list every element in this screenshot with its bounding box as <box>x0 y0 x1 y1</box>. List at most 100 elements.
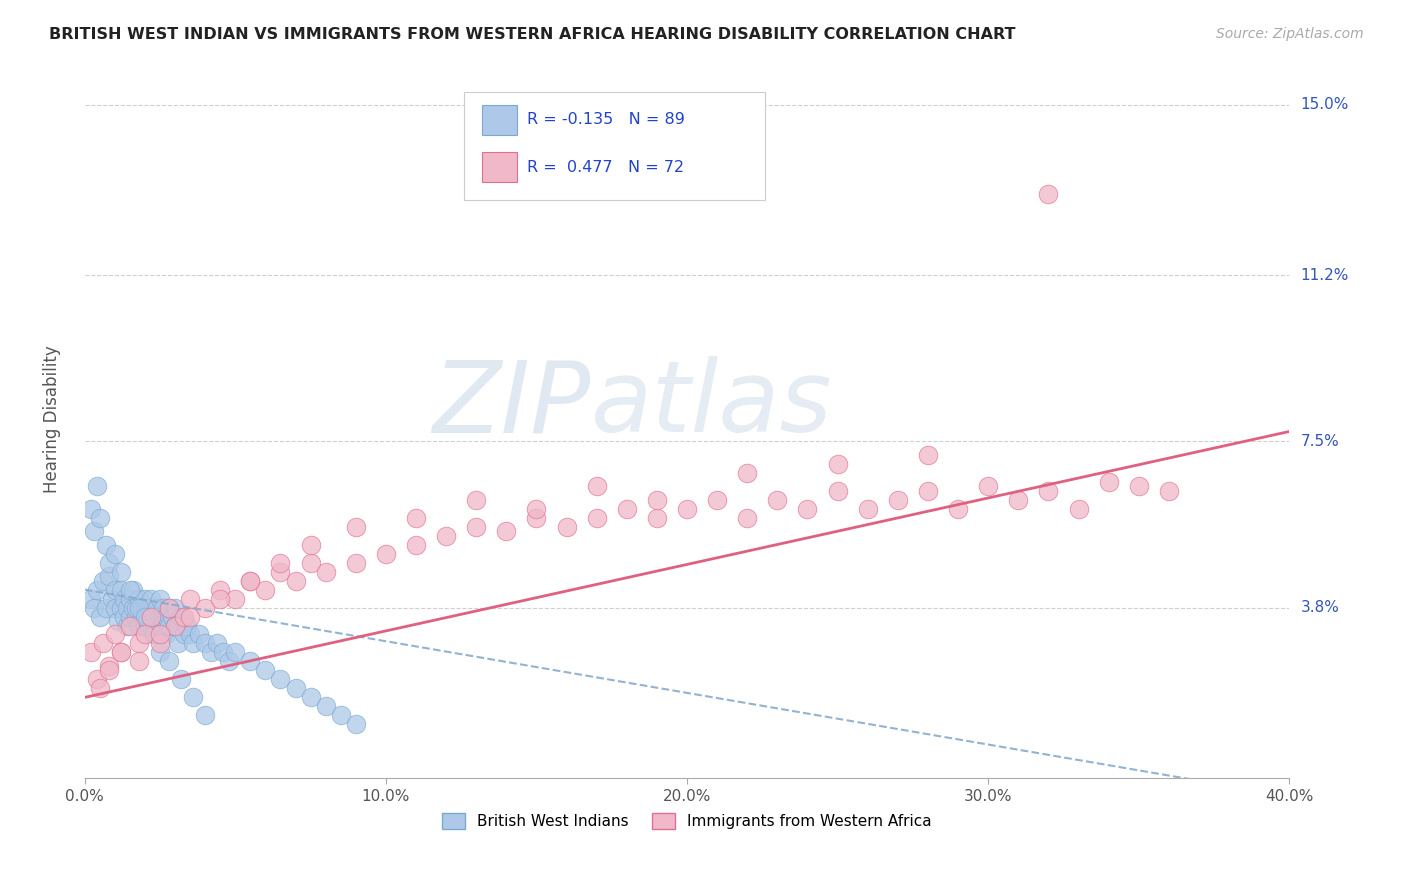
Point <box>254 582 277 597</box>
Point <box>555 519 578 533</box>
Point <box>179 591 201 606</box>
Point <box>194 708 217 723</box>
Text: 7.5%: 7.5% <box>1301 434 1339 449</box>
Point <box>110 645 132 659</box>
Point <box>946 501 969 516</box>
Point <box>200 645 222 659</box>
Point <box>209 582 232 597</box>
Point <box>181 636 204 650</box>
Point <box>118 618 141 632</box>
Point <box>146 618 169 632</box>
Point <box>269 556 291 570</box>
Text: 11.2%: 11.2% <box>1301 268 1348 283</box>
Point <box>405 510 427 524</box>
Point <box>1157 483 1180 498</box>
Point <box>136 600 159 615</box>
Point <box>465 492 488 507</box>
Point <box>170 673 193 687</box>
Point <box>165 600 187 615</box>
Point <box>209 591 232 606</box>
Point <box>83 600 105 615</box>
Point <box>149 645 172 659</box>
Point <box>112 591 135 606</box>
Point <box>315 699 337 714</box>
Point <box>735 466 758 480</box>
Point <box>179 609 201 624</box>
Point <box>134 609 156 624</box>
Point <box>827 483 849 498</box>
Point <box>80 645 103 659</box>
Point <box>149 591 172 606</box>
Point <box>218 655 240 669</box>
Point <box>645 492 668 507</box>
Point <box>827 457 849 471</box>
Point <box>796 501 818 516</box>
Point <box>89 609 111 624</box>
Point <box>139 600 162 615</box>
Text: R =  0.477   N = 72: R = 0.477 N = 72 <box>527 160 683 175</box>
Point <box>125 600 148 615</box>
Point <box>139 591 162 606</box>
Text: BRITISH WEST INDIAN VS IMMIGRANTS FROM WESTERN AFRICA HEARING DISABILITY CORRELA: BRITISH WEST INDIAN VS IMMIGRANTS FROM W… <box>49 27 1015 42</box>
Point <box>1067 501 1090 516</box>
Point <box>91 574 114 588</box>
Point <box>104 582 127 597</box>
Point <box>526 501 548 516</box>
Point <box>167 618 190 632</box>
Point <box>434 529 457 543</box>
Point <box>143 609 166 624</box>
Point <box>165 618 187 632</box>
Point <box>152 600 174 615</box>
Point <box>157 655 180 669</box>
Point <box>125 609 148 624</box>
Point <box>86 673 108 687</box>
Point <box>194 600 217 615</box>
Point <box>152 618 174 632</box>
Point <box>91 636 114 650</box>
Point <box>173 609 195 624</box>
Point <box>107 614 129 628</box>
Point <box>194 636 217 650</box>
Point <box>80 591 103 606</box>
Point <box>112 609 135 624</box>
Point <box>188 627 211 641</box>
Point <box>299 690 322 705</box>
Point <box>167 636 190 650</box>
Point <box>149 636 172 650</box>
Point <box>181 690 204 705</box>
Point <box>134 600 156 615</box>
Point <box>104 600 127 615</box>
Point <box>155 627 177 641</box>
Point <box>179 627 201 641</box>
Point <box>239 655 262 669</box>
Point <box>170 609 193 624</box>
Point <box>254 664 277 678</box>
Point <box>149 609 172 624</box>
Point <box>239 574 262 588</box>
Point <box>269 673 291 687</box>
Point <box>706 492 728 507</box>
Text: atlas: atlas <box>591 356 832 453</box>
Point <box>173 627 195 641</box>
Point <box>131 609 153 624</box>
Y-axis label: Hearing Disability: Hearing Disability <box>44 345 60 492</box>
Point <box>207 636 229 650</box>
Point <box>176 618 198 632</box>
Point <box>224 645 246 659</box>
Point <box>344 519 367 533</box>
Point <box>143 627 166 641</box>
Point <box>97 664 120 678</box>
Point <box>80 501 103 516</box>
Point <box>94 538 117 552</box>
Point <box>157 600 180 615</box>
Point <box>299 556 322 570</box>
Point <box>97 556 120 570</box>
Point <box>118 609 141 624</box>
Point <box>110 600 132 615</box>
Point <box>284 574 307 588</box>
Point <box>139 618 162 632</box>
Point <box>344 717 367 731</box>
Point <box>97 659 120 673</box>
Point <box>917 448 939 462</box>
Point <box>917 483 939 498</box>
